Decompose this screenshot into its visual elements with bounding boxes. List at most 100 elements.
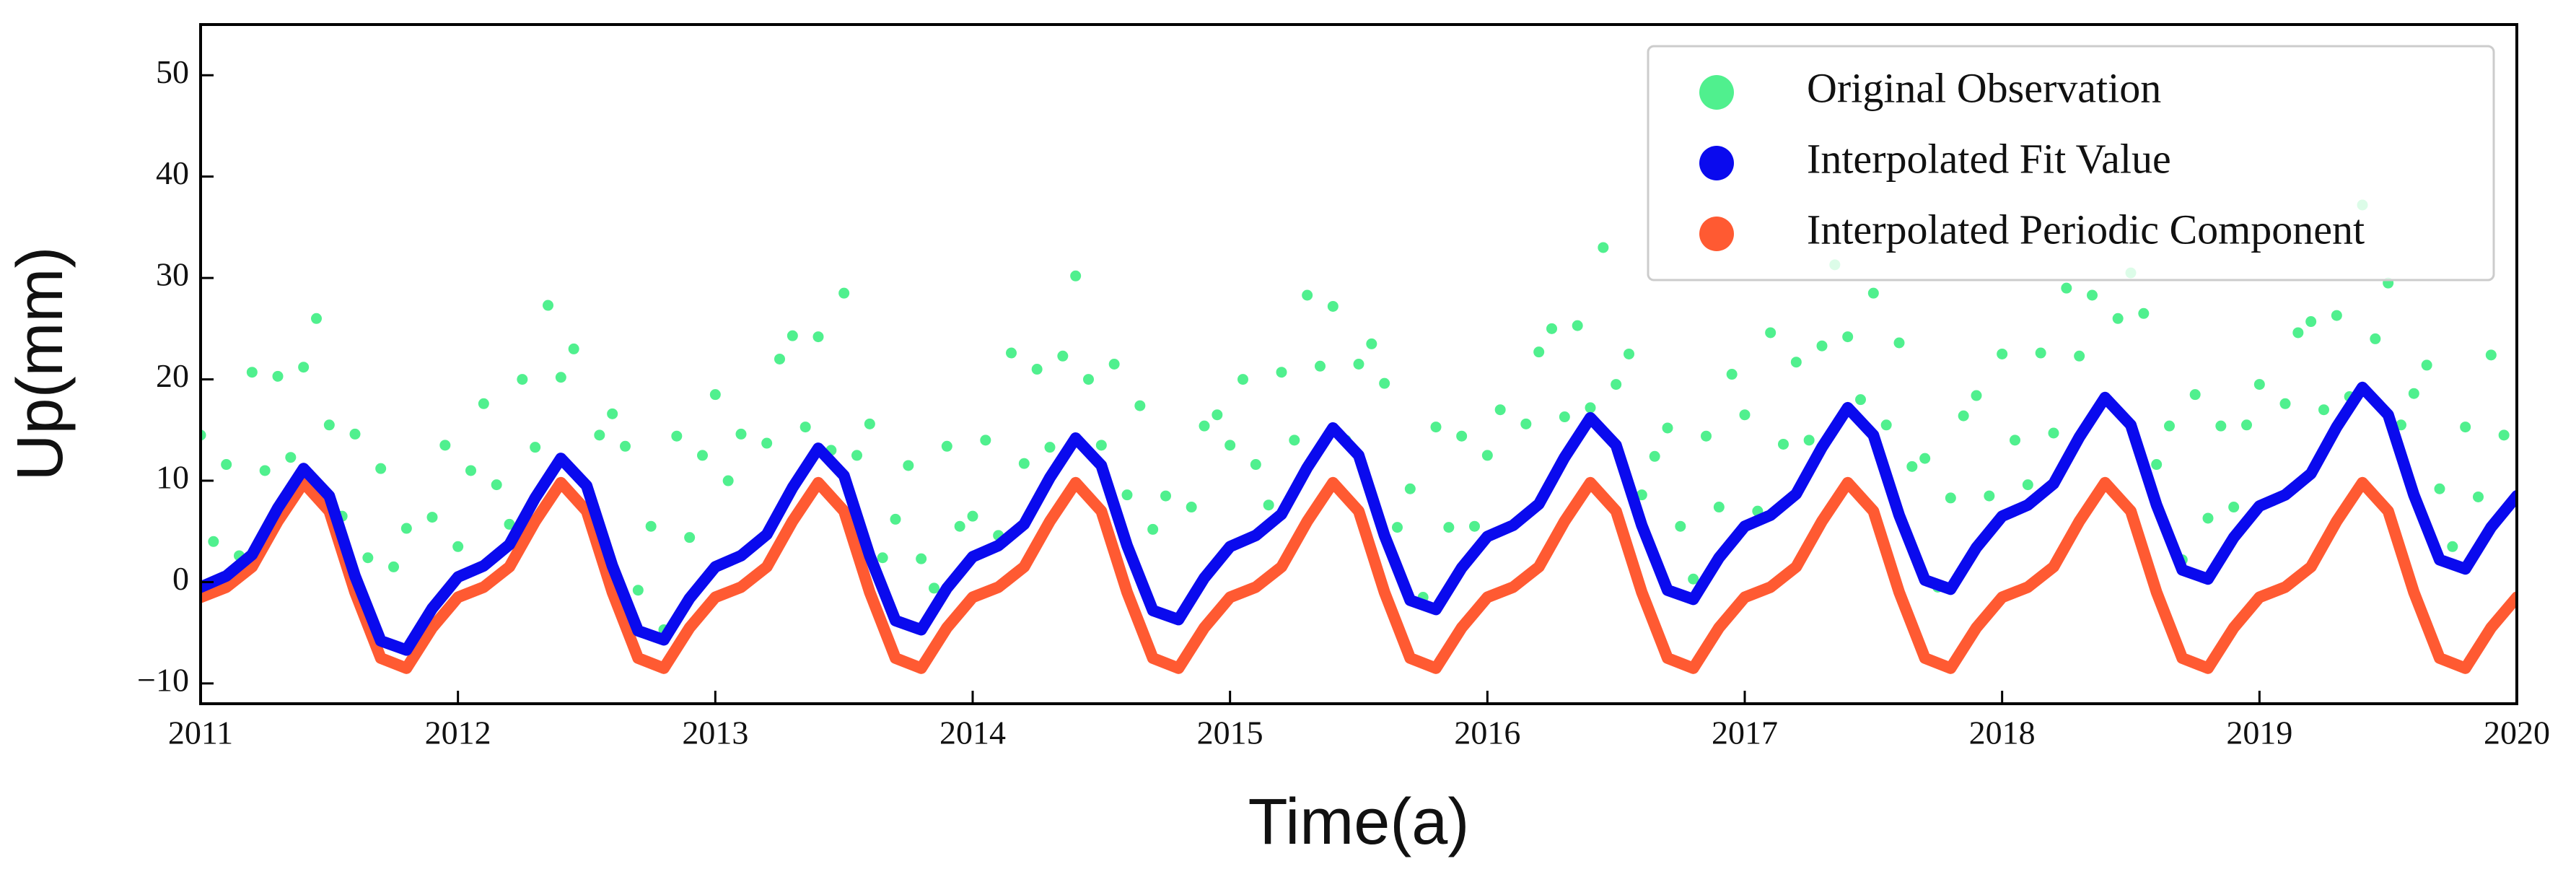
observation-point [864,418,875,429]
observation-point [298,362,310,373]
observation-point [2253,379,2265,390]
legend-label: Interpolated Periodic Component [1807,206,2365,253]
observation-point [2434,483,2445,494]
observation-point [1893,337,1905,349]
observation-point [1790,357,1802,368]
observation-point [812,331,824,343]
x-tick-label: 2012 [425,715,491,751]
observation-point [2202,512,2214,524]
observation-point [1276,367,1287,378]
observation-point [478,398,489,409]
observation-point [1997,348,2008,359]
observation-point [349,428,361,440]
legend-box [1647,45,2495,281]
x-tick-label: 2016 [1454,715,1520,751]
observation-point [1456,430,1468,442]
legend-marker [1699,146,1734,180]
observation-point [2421,359,2432,371]
observation-point [1289,435,1300,446]
observation-point [1134,400,1146,411]
observation-point [1494,404,1506,416]
observation-point [1212,409,1223,421]
observation-point [877,552,888,564]
observation-point [2292,327,2304,339]
observation-point [504,518,515,530]
y-tick-label: 50 [156,53,189,90]
observation-point [1636,489,1647,501]
observation-point [1958,410,1969,422]
observation-point [1624,348,1634,359]
observation-point [1315,360,1326,372]
observation-point [1031,364,1043,375]
observation-point [555,372,566,383]
y-tick-label: −10 [137,661,189,698]
observation-point [851,450,862,461]
observation-point [632,585,644,596]
observation-point [1546,323,1557,334]
x-axis-label: Time(a) [1248,786,1470,858]
y-axis-label: Up(mm) [4,247,76,481]
observation-point [1366,338,1377,349]
observation-point [1006,347,1017,359]
observation-point [311,313,322,324]
observation-point [2370,333,2381,344]
observation-point [1302,289,1313,301]
observation-point [2331,310,2342,321]
observation-point [2215,420,2227,432]
y-tick-label: 20 [156,357,189,394]
observation-point [645,520,657,532]
observation-point [1803,435,1815,446]
observation-point [1611,379,1622,390]
observation-point [967,510,978,522]
observation-point [388,561,399,572]
observation-point [1701,430,1712,442]
observation-point [285,452,297,463]
observation-point [1083,374,1094,385]
observation-point [787,330,798,341]
legend-label: Interpolated Fit Value [1807,135,2171,182]
y-tick-label: 10 [156,459,189,496]
observation-point [1739,409,1751,421]
observation-point [1121,489,1133,501]
observation-point [709,389,721,401]
series-layer [201,199,2517,674]
observation-point [530,442,541,453]
observation-point [1675,520,1686,532]
observation-point [1327,300,1339,312]
observation-point [1147,523,1159,535]
observation-point [1095,440,1107,451]
observation-point [607,408,618,419]
observation-point [2022,479,2033,491]
observation-point [491,479,502,491]
observation-point [1906,460,1918,472]
observation-point [568,343,579,354]
x-tick-label: 2017 [1712,715,1778,751]
observation-point [1379,377,1390,389]
x-tick-label: 2019 [2226,715,2292,751]
x-tick-label: 2011 [168,715,233,751]
observation-point [1533,346,1545,358]
observation-point [272,370,284,382]
observation-point [1057,350,1069,362]
observation-point [208,536,219,547]
observation-point [890,513,901,525]
observation-point [1559,411,1570,423]
observation-point [2447,541,2458,552]
y-tick-label: 0 [172,560,189,597]
observation-point [954,520,965,532]
observation-point [684,532,696,543]
series-line [201,476,2517,674]
observation-point [1971,390,1982,401]
plot-area: 2011 2012 2013 2014 2015 2016 2017 2018 2019 2020… [137,23,2550,751]
observation-point [2010,435,2020,446]
observation-point [2087,289,2098,301]
legend-marker [1699,75,1734,110]
y-tick-label: 30 [156,256,189,293]
observation-point [465,465,476,476]
observation-point [916,553,927,564]
observation-point [1713,502,1725,513]
observation-point [1443,522,1455,533]
observation-point [2061,282,2072,294]
observation-point [439,440,451,451]
observation-point [259,465,271,476]
